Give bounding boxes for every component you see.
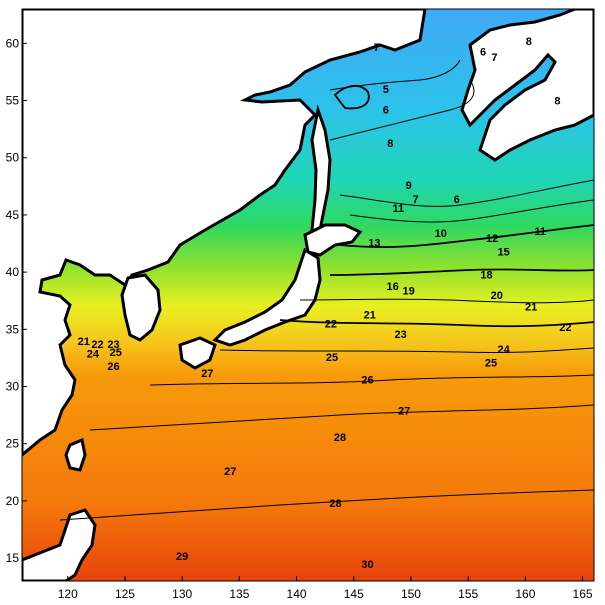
isotherm-22 <box>299 298 594 304</box>
contour-label: 7 <box>412 194 418 206</box>
isotherm-15 <box>339 224 594 248</box>
x-tick-label: 165 <box>573 587 593 601</box>
isotherm-lines <box>59 59 594 521</box>
contour-label: 21 <box>525 301 537 313</box>
contour-label: 9 <box>406 180 412 192</box>
y-tick-label: 55 <box>6 94 20 108</box>
land-taiwan <box>64 437 87 472</box>
isotherm-29 <box>59 489 594 521</box>
contour-label: 23 <box>107 339 119 351</box>
isotherm-5 <box>333 85 370 110</box>
land-honshu <box>212 247 322 347</box>
isotherm-20 <box>329 268 594 276</box>
contour-label: 21 <box>78 336 90 348</box>
contour-label: 6 <box>480 46 486 58</box>
isotherm-8 <box>329 79 475 141</box>
contour-label: 8 <box>554 96 560 108</box>
contour-label: 28 <box>329 498 341 510</box>
contour-label: 25 <box>326 352 338 364</box>
contour-label: 27 <box>398 406 410 418</box>
y-tick-label: 30 <box>6 380 20 394</box>
isotherm-10 <box>339 179 594 207</box>
contour-label: 24 <box>87 348 100 360</box>
plot-frame <box>21 8 595 582</box>
x-tick-label: 145 <box>344 587 364 601</box>
contour-label: 18 <box>480 269 492 281</box>
contour-label: 16 <box>387 281 399 293</box>
contour-label: 8 <box>526 36 532 48</box>
contour-label: 21 <box>364 309 376 321</box>
contour-label: 13 <box>368 237 380 249</box>
x-tick-label: 155 <box>458 587 478 601</box>
isotherm-27 <box>149 374 594 386</box>
contour-label: 22 <box>91 339 103 351</box>
contour-label: 29 <box>176 551 188 563</box>
land-kyushu <box>178 336 217 370</box>
y-tick-label: 25 <box>6 437 20 451</box>
contour-label: 28 <box>334 432 346 444</box>
y-axis: 15 20 25 30 35 40 45 50 55 60 <box>6 36 27 565</box>
contour-label: 24 <box>497 344 510 356</box>
contour-label: 20 <box>491 290 503 302</box>
contour-label: 19 <box>403 285 415 297</box>
contour-label: 12 <box>486 233 498 245</box>
contour-label: 26 <box>107 361 119 373</box>
x-tick-label: 120 <box>58 587 78 601</box>
x-tick-label: 135 <box>229 587 249 601</box>
isotherm-28 <box>89 404 594 431</box>
y-tick-label: 20 <box>6 494 20 508</box>
isotherm-24 <box>279 319 594 328</box>
contour-label: 30 <box>361 559 373 571</box>
contour-label: 11 <box>393 203 405 215</box>
y-tick-label: 15 <box>6 551 20 565</box>
y-tick-label: 40 <box>6 265 20 279</box>
contour-label: 10 <box>435 228 447 240</box>
y-tick-label: 50 <box>6 151 20 165</box>
contour-label: 11 <box>534 226 546 238</box>
contour-label: 8 <box>387 138 393 150</box>
land-northeast <box>460 9 594 162</box>
y-tick-label: 60 <box>6 36 20 50</box>
x-tick-label: 150 <box>401 587 421 601</box>
x-tick-label: 140 <box>287 587 307 601</box>
contour-label: 7 <box>374 42 380 54</box>
contour-label: 22 <box>559 322 571 334</box>
contour-label: 27 <box>201 368 213 380</box>
x-tick-label: 130 <box>172 587 192 601</box>
contour-label: 5 <box>383 84 389 96</box>
x-tick-label: 160 <box>515 587 535 601</box>
land-northwest <box>22 9 427 457</box>
contour-label: 25 <box>110 347 122 359</box>
contour-label: 22 <box>325 319 337 331</box>
contour-label: 25 <box>485 357 497 369</box>
contour-label: 6 <box>454 194 460 206</box>
contour-label: 23 <box>395 329 407 341</box>
x-tick-label: 125 <box>115 587 135 601</box>
isotherm-26 <box>219 347 594 354</box>
land-luzon <box>22 508 97 581</box>
isotherm-12 <box>349 199 594 223</box>
contour-label: 26 <box>361 375 373 387</box>
y-tick-label: 45 <box>6 208 20 222</box>
y-tick-label: 35 <box>6 322 20 336</box>
land-korea <box>120 273 162 342</box>
contour-label: 7 <box>491 52 497 64</box>
x-axis: 120 125 130 135 140 145 150 155 160 165 <box>58 576 593 601</box>
contour-label: 6 <box>383 105 389 117</box>
contour-label: 15 <box>497 247 509 259</box>
contour-label: 27 <box>224 466 236 478</box>
